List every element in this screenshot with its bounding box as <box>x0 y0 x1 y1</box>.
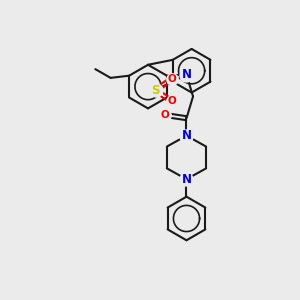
Text: N: N <box>182 129 191 142</box>
Text: N: N <box>182 68 191 81</box>
Text: O: O <box>160 110 169 120</box>
Text: S: S <box>152 84 160 97</box>
Text: O: O <box>167 96 176 106</box>
Text: O: O <box>167 74 176 84</box>
Text: N: N <box>182 173 191 186</box>
